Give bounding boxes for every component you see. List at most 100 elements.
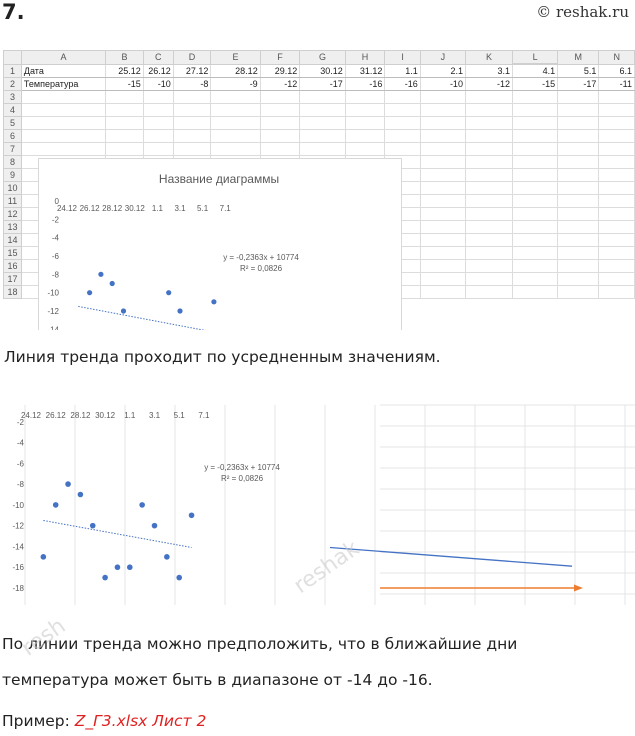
cell[interactable] (557, 142, 600, 156)
cell[interactable] (464, 168, 514, 182)
row-header[interactable]: 13 (3, 220, 22, 234)
row-header[interactable]: 11 (3, 194, 22, 208)
cell[interactable] (105, 90, 144, 104)
cell[interactable] (419, 103, 466, 117)
cell[interactable] (464, 233, 514, 247)
cell[interactable] (512, 90, 559, 104)
cell[interactable] (557, 207, 600, 221)
cell[interactable] (557, 285, 600, 299)
cell[interactable] (299, 90, 346, 104)
cell[interactable]: -17 (299, 77, 346, 91)
cell[interactable] (557, 116, 600, 130)
cell[interactable] (344, 129, 386, 143)
cell[interactable] (344, 142, 386, 156)
cell[interactable] (20, 116, 107, 130)
cell[interactable]: 26.12 (142, 63, 174, 78)
cell[interactable] (210, 103, 261, 117)
cell[interactable] (419, 142, 466, 156)
cell[interactable] (142, 90, 174, 104)
row-header[interactable]: 8 (3, 155, 22, 169)
cell[interactable] (172, 129, 212, 143)
column-header[interactable]: F (259, 50, 301, 65)
cell[interactable] (259, 129, 301, 143)
corner-cell[interactable] (3, 50, 22, 65)
column-header[interactable]: G (299, 50, 346, 65)
cell[interactable] (259, 103, 301, 117)
example-link[interactable]: Z_Г3.xlsx Лист 2 (74, 712, 207, 730)
cell[interactable]: -15 (512, 77, 559, 91)
cell[interactable] (464, 246, 514, 260)
cell[interactable] (172, 116, 212, 130)
cell[interactable] (598, 129, 635, 143)
cell[interactable] (299, 142, 346, 156)
cell[interactable] (105, 103, 144, 117)
column-header[interactable]: K (464, 50, 514, 65)
cell[interactable]: Температура (20, 77, 107, 91)
cell[interactable] (344, 116, 386, 130)
cell[interactable] (557, 155, 600, 169)
cell[interactable] (464, 181, 514, 195)
column-header[interactable]: B (105, 50, 144, 65)
cell[interactable] (598, 207, 635, 221)
cell[interactable]: -11 (598, 77, 635, 91)
cell[interactable]: -16 (344, 77, 386, 91)
cell[interactable]: -16 (384, 77, 421, 91)
cell[interactable]: -12 (464, 77, 514, 91)
cell[interactable] (172, 90, 212, 104)
cell[interactable]: 30.12 (299, 63, 346, 78)
cell[interactable] (210, 142, 261, 156)
column-header[interactable]: C (142, 50, 174, 65)
cell[interactable] (419, 168, 466, 182)
cell[interactable] (464, 194, 514, 208)
cell[interactable] (464, 90, 514, 104)
cell[interactable] (172, 103, 212, 117)
cell[interactable] (512, 220, 559, 234)
cell[interactable] (464, 207, 514, 221)
cell[interactable] (557, 103, 600, 117)
cell[interactable] (419, 233, 466, 247)
cell[interactable] (557, 194, 600, 208)
cell[interactable] (142, 116, 174, 130)
cell[interactable] (419, 259, 466, 273)
cell[interactable] (557, 272, 600, 286)
row-header[interactable]: 18 (3, 285, 22, 299)
cell[interactable] (419, 90, 466, 104)
cell[interactable] (419, 116, 466, 130)
row-header[interactable]: 6 (3, 129, 22, 143)
cell[interactable] (419, 207, 466, 221)
cell[interactable] (464, 155, 514, 169)
cell[interactable] (598, 259, 635, 273)
cell[interactable] (512, 181, 559, 195)
cell[interactable]: 27.12 (172, 63, 212, 78)
cell[interactable] (512, 116, 559, 130)
cell[interactable] (419, 285, 466, 299)
cell[interactable] (512, 246, 559, 260)
cell[interactable]: 6.1 (598, 63, 635, 78)
row-header[interactable]: 16 (3, 259, 22, 273)
cell[interactable] (210, 90, 261, 104)
cell[interactable]: -10 (142, 77, 174, 91)
cell[interactable] (598, 246, 635, 260)
cell[interactable] (384, 142, 421, 156)
cell[interactable] (419, 220, 466, 234)
row-header[interactable]: 1 (3, 63, 22, 78)
cell[interactable] (384, 116, 421, 130)
cell[interactable]: 25.12 (105, 63, 144, 78)
row-header[interactable]: 14 (3, 233, 22, 247)
cell[interactable] (512, 129, 559, 143)
cell[interactable] (598, 272, 635, 286)
cell[interactable] (464, 142, 514, 156)
cell[interactable] (142, 103, 174, 117)
cell[interactable] (419, 155, 466, 169)
cell[interactable] (557, 233, 600, 247)
cell[interactable]: -15 (105, 77, 144, 91)
cell[interactable] (512, 103, 559, 117)
cell[interactable] (419, 246, 466, 260)
cell[interactable] (598, 142, 635, 156)
cell[interactable] (557, 181, 600, 195)
cell[interactable] (512, 142, 559, 156)
cell[interactable] (512, 272, 559, 286)
column-header[interactable]: N (598, 50, 635, 65)
row-header[interactable]: 10 (3, 181, 22, 195)
cell[interactable]: 5.1 (557, 63, 600, 78)
